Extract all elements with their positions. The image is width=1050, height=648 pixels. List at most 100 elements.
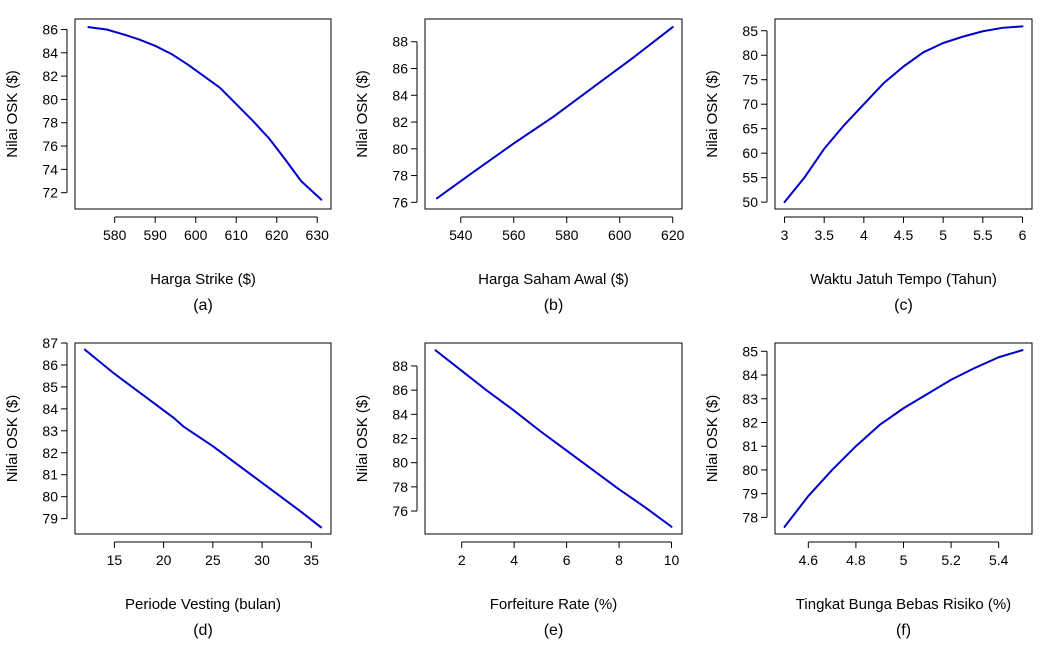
y-tick-label: 75 (742, 72, 758, 88)
y-tick-label: 85 (42, 379, 58, 395)
y-tick-label: 84 (42, 401, 58, 417)
x-tick-label: 610 (225, 227, 249, 243)
y-tick-label: 79 (742, 486, 758, 502)
y-tick-label: 70 (742, 96, 758, 112)
y-tick-label: 76 (42, 138, 58, 154)
y-tick-label: 86 (392, 382, 408, 398)
x-tick-label: 15 (107, 552, 123, 568)
x-tick-label: 20 (156, 552, 172, 568)
data-point (1021, 25, 1023, 27)
y-tick-label: 78 (392, 168, 408, 184)
data-point (268, 137, 270, 139)
data-point (122, 33, 124, 35)
x-tick-label: 5 (900, 552, 908, 568)
data-point (1021, 349, 1023, 351)
y-tick-label: 80 (42, 489, 58, 505)
series-line (83, 348, 323, 529)
x-axis-title: Harga Saham Awal ($) (478, 271, 629, 288)
y-tick-label: 86 (392, 61, 408, 77)
y-tick-label: 82 (42, 445, 58, 461)
data-point (592, 86, 594, 88)
x-tick-label: 620 (265, 227, 289, 243)
data-point (461, 370, 463, 372)
data-point (974, 367, 976, 369)
data-point (823, 148, 825, 150)
panel-tag: (d) (193, 622, 213, 639)
data-point (271, 489, 273, 491)
data-point (883, 82, 885, 84)
series-line (434, 349, 673, 528)
x-tick-label: 600 (608, 227, 632, 243)
plot-frame (424, 18, 683, 210)
data-point (182, 425, 184, 427)
series-line (783, 349, 1024, 528)
data-point (138, 38, 140, 40)
x-tick-label: 620 (661, 227, 685, 243)
data-point (855, 445, 857, 447)
x-tick-label: 25 (205, 552, 221, 568)
y-tick-label: 72 (42, 185, 58, 201)
data-point (863, 103, 865, 105)
x-tick-label: 5.2 (941, 552, 961, 568)
y-axis-title: Nilai OSK ($) (4, 70, 21, 158)
x-tick-label: 580 (103, 227, 127, 243)
data-point (473, 171, 475, 173)
y-tick-label: 83 (42, 423, 58, 439)
x-axis-title: Waktu Jatuh Tempo (Tahun) (810, 271, 997, 288)
x-tick-label: 6 (1019, 227, 1027, 243)
panel-tag: (b) (544, 297, 564, 314)
x-axis-title: Periode Vesting (bulan) (125, 596, 281, 613)
x-tick-label: 630 (306, 227, 330, 243)
y-tick-label: 76 (392, 503, 408, 519)
x-tick-label: 6 (563, 552, 571, 568)
data-point (513, 410, 515, 412)
data-point (113, 373, 115, 375)
series-line (783, 25, 1024, 204)
data-point (241, 467, 243, 469)
x-tick-label: 590 (144, 227, 168, 243)
data-point (942, 42, 944, 44)
x-tick-label: 10 (664, 552, 680, 568)
x-tick-label: 5 (939, 227, 947, 243)
y-tick-label: 80 (742, 462, 758, 478)
panel-tag: (c) (894, 297, 913, 314)
x-axis-title: Harga Strike ($) (150, 271, 256, 288)
y-axis-title: Nilai OSK ($) (4, 395, 21, 483)
y-tick-label: 80 (392, 455, 408, 471)
y-tick-label: 78 (742, 509, 758, 525)
y-tick-label: 78 (392, 479, 408, 495)
x-tick-label: 2 (458, 552, 466, 568)
y-tick-label: 84 (42, 45, 58, 61)
data-point (212, 445, 214, 447)
data-point (1002, 27, 1004, 29)
data-point (320, 199, 322, 201)
y-tick-label: 84 (392, 87, 408, 103)
y-tick-label: 85 (742, 343, 758, 359)
data-point (926, 393, 928, 395)
data-point (300, 180, 302, 182)
data-point (803, 177, 805, 179)
chart-panel-5: 2 4 6 8 10 76 78 80 82 84 86 88 Forfeiture Rate (%) N… (354, 342, 683, 639)
data-point (106, 28, 108, 30)
data-point (784, 526, 786, 528)
y-tick-label: 55 (742, 170, 758, 186)
data-point (235, 103, 237, 105)
data-point (203, 75, 205, 77)
x-tick-label: 3.5 (814, 227, 834, 243)
y-tick-label: 82 (392, 114, 408, 130)
data-point (671, 526, 673, 528)
y-tick-label: 82 (742, 414, 758, 430)
x-tick-label: 4.5 (894, 227, 914, 243)
x-tick-label: 600 (184, 227, 208, 243)
x-tick-label: 5.5 (973, 227, 993, 243)
data-point (87, 26, 89, 28)
panel-tag: (f) (896, 622, 911, 639)
data-point (219, 87, 221, 89)
y-axis-title: Nilai OSK ($) (354, 395, 371, 483)
data-point (251, 119, 253, 121)
x-tick-label: 30 (254, 552, 270, 568)
data-point (566, 450, 568, 452)
data-point (922, 51, 924, 53)
chart-panel-2: 540 560 580 600 620 76 78 80 82 84 86 88 Harga Saham… (354, 18, 685, 314)
data-point (784, 201, 786, 203)
